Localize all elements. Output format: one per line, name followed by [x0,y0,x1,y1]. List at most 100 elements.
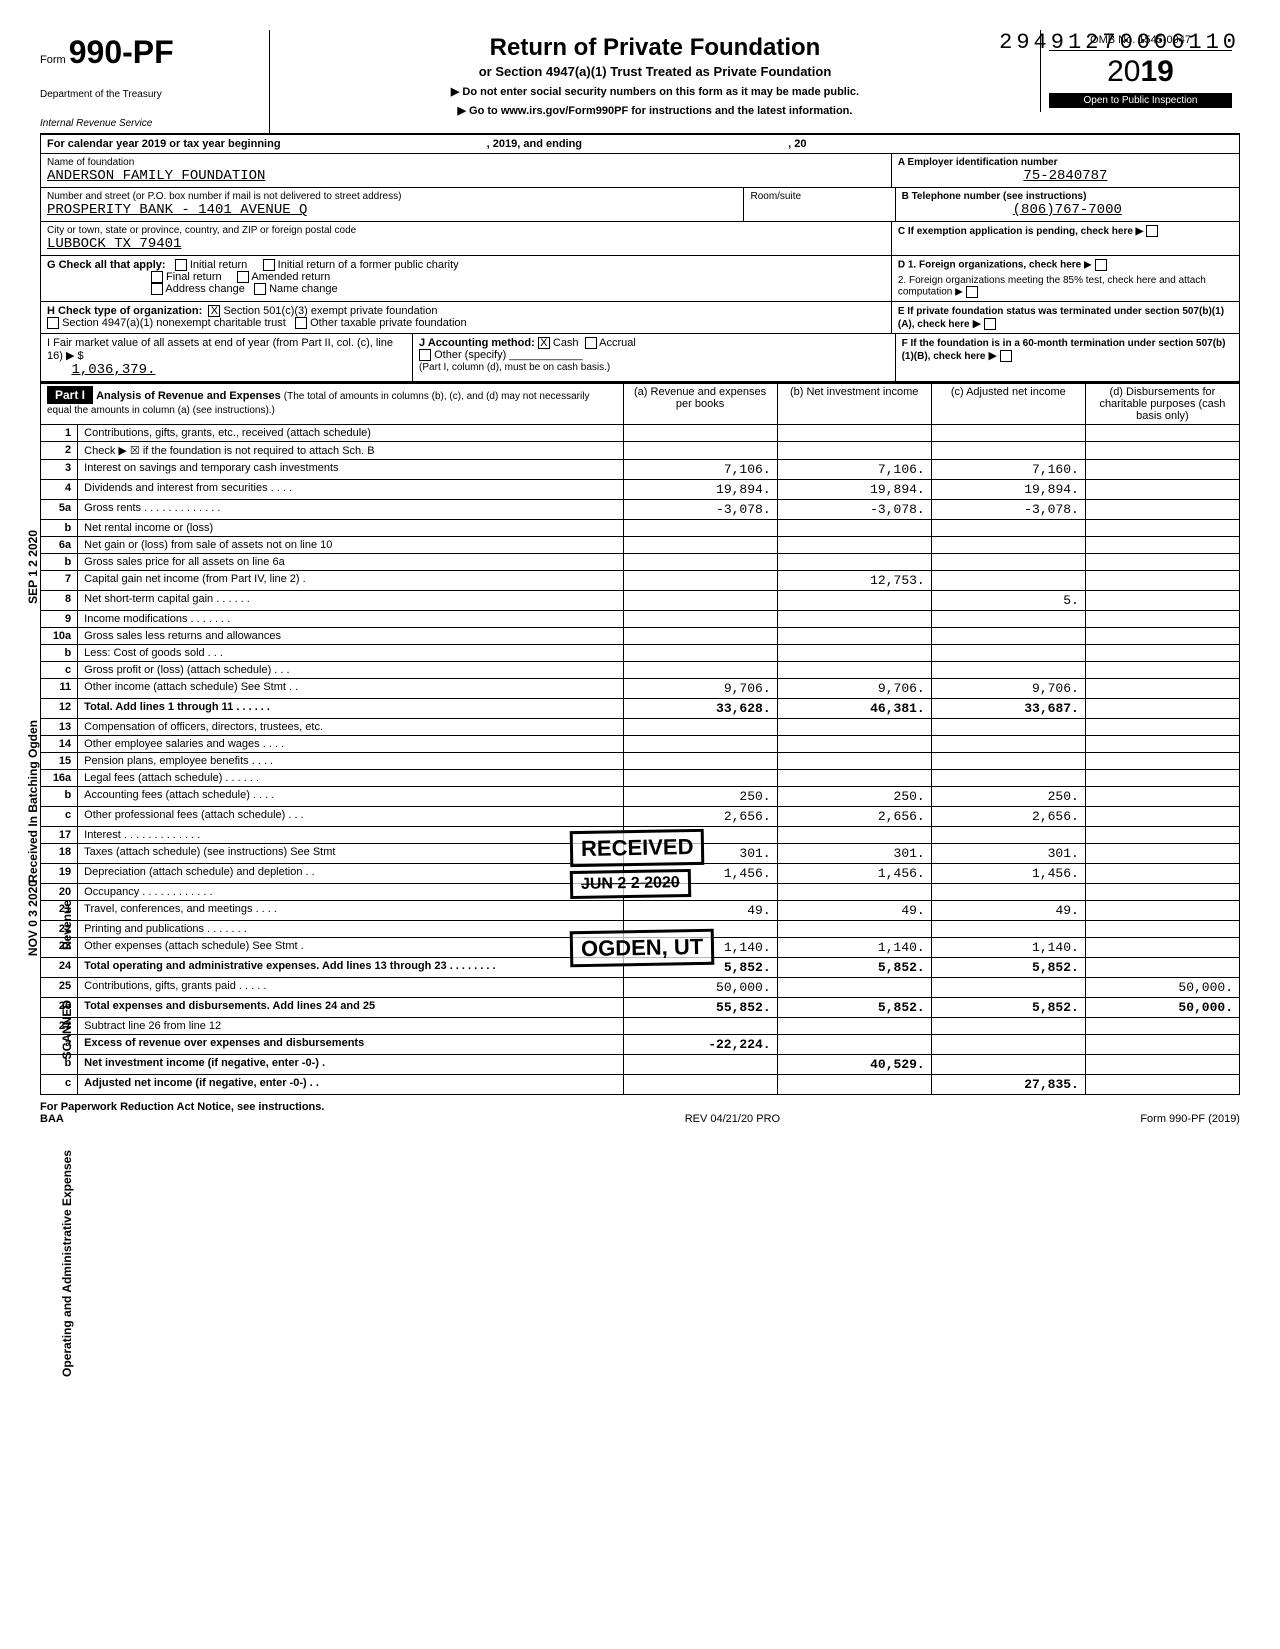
line-number: b [41,645,78,662]
form-title: Return of Private Foundation [278,34,1032,62]
col-a-value [623,645,777,662]
j-other-checkbox[interactable] [419,349,431,361]
col-c-value [931,425,1085,442]
col-c-value: 33,687. [931,699,1085,719]
line-number: 17 [41,827,78,844]
stamp-received: RECEIVED [570,829,705,867]
h-other: Other taxable private foundation [310,317,467,329]
line-number: 18 [41,844,78,864]
j-accrual-checkbox[interactable] [585,337,597,349]
line-number: c [41,662,78,679]
line-description: Occupancy . . . . . . . . . . . . [78,884,623,901]
period-label-pre: For calendar year 2019 or tax year begin… [47,138,281,150]
col-c-value: 9,706. [931,679,1085,699]
col-b-value: 46,381. [777,699,931,719]
j-accrual: Accrual [599,337,636,349]
col-b-value: 19,894. [777,480,931,500]
part1-table: Part I Analysis of Revenue and Expenses … [40,382,1240,1095]
col-d-value [1085,921,1239,938]
g-final-checkbox[interactable] [151,271,163,283]
dept-irs: Internal Revenue Service [40,118,261,129]
col-b-value [777,520,931,537]
col-b-value: 40,529. [777,1055,931,1075]
col-a-value [623,1018,777,1035]
line-number: 2 [41,442,78,460]
line-description: Compensation of officers, directors, tru… [78,719,623,736]
box-e-label: E If private foundation status was termi… [898,306,1224,330]
form-note-url: ▶ Go to www.irs.gov/Form990PF for instru… [278,104,1032,117]
col-a-value: 250. [623,787,777,807]
col-d-value [1085,827,1239,844]
col-a-value [623,753,777,770]
col-a-value: 7,106. [623,460,777,480]
table-row: 1Contributions, gifts, grants, etc., rec… [41,425,1240,442]
g-initial-checkbox[interactable] [175,259,187,271]
col-c-value [931,520,1085,537]
table-row: 11Other income (attach schedule) See Stm… [41,679,1240,699]
col-d-value [1085,500,1239,520]
col-b-value [777,719,931,736]
col-a-value: 19,894. [623,480,777,500]
g-former-checkbox[interactable] [263,259,275,271]
line-description: Adjusted net income (if negative, enter … [78,1075,623,1095]
line-number: 6a [41,537,78,554]
col-b-value [777,1075,931,1095]
col-c-value [931,753,1085,770]
g-amended: Amended return [251,271,330,283]
side-label-scanned: SCANNED [60,1000,74,1059]
col-d-value [1085,645,1239,662]
col-c-value [931,736,1085,753]
box-c-checkbox[interactable] [1146,225,1158,237]
line-description: Gross sales less returns and allowances [78,628,623,645]
table-row: 4Dividends and interest from securities … [41,480,1240,500]
d2-checkbox[interactable] [966,286,978,298]
f-checkbox[interactable] [1000,350,1012,362]
city-label: City or town, state or province, country… [47,225,885,236]
d1-checkbox[interactable] [1095,259,1107,271]
col-c-value: 301. [931,844,1085,864]
j-cash-checkbox[interactable]: X [538,337,550,349]
h-4947-checkbox[interactable] [47,317,59,329]
period-label-end: , 20 [788,138,806,150]
table-row: bAccounting fees (attach schedule) . . .… [41,787,1240,807]
col-d-value [1085,591,1239,611]
document-locator-number: 29491270006110 [999,30,1240,55]
table-row: 26Total expenses and disbursements. Add … [41,998,1240,1018]
box-g-label: G Check all that apply: [47,259,166,271]
line-description: Gross profit or (loss) (attach schedule)… [78,662,623,679]
j-other: Other (specify) [434,349,506,361]
col-a-value: 2,656. [623,807,777,827]
col-d-value [1085,537,1239,554]
g-amended-checkbox[interactable] [237,271,249,283]
form-note-ssn: ▶ Do not enter social security numbers o… [278,85,1032,98]
line-number: 24 [41,958,78,978]
stamp-ogden: OGDEN, UT [570,929,715,968]
col-a-value [623,591,777,611]
box-h-label: H Check type of organization: [47,305,202,317]
col-a-value [623,662,777,679]
j-note: (Part I, column (d), must be on cash bas… [419,362,610,373]
period-label-mid: , 2019, and ending [487,138,582,150]
room-label: Room/suite [750,191,888,202]
e-checkbox[interactable] [984,318,996,330]
h-4947: Section 4947(a)(1) nonexempt charitable … [62,317,286,329]
line-number: 7 [41,571,78,591]
h-501c3-checkbox[interactable]: X [208,305,220,317]
col-b-value: 7,106. [777,460,931,480]
g-address-checkbox[interactable] [151,283,163,295]
h-other-checkbox[interactable] [295,317,307,329]
col-d-value [1085,571,1239,591]
col-a-value [623,628,777,645]
side-label-rcvd-ogden: Received In Batching Ogden [26,720,40,883]
col-c-value: 5. [931,591,1085,611]
g-namechg-checkbox[interactable] [254,283,266,295]
side-label-revenue: Revenue [60,900,74,950]
col-d-value [1085,901,1239,921]
line-description: Accounting fees (attach schedule) . . . … [78,787,623,807]
table-row: bLess: Cost of goods sold . . . [41,645,1240,662]
tel-value: (806)767-7000 [902,202,1233,218]
col-a-value: 9,706. [623,679,777,699]
col-a-value [623,736,777,753]
col-d-value [1085,628,1239,645]
col-a-value [623,520,777,537]
